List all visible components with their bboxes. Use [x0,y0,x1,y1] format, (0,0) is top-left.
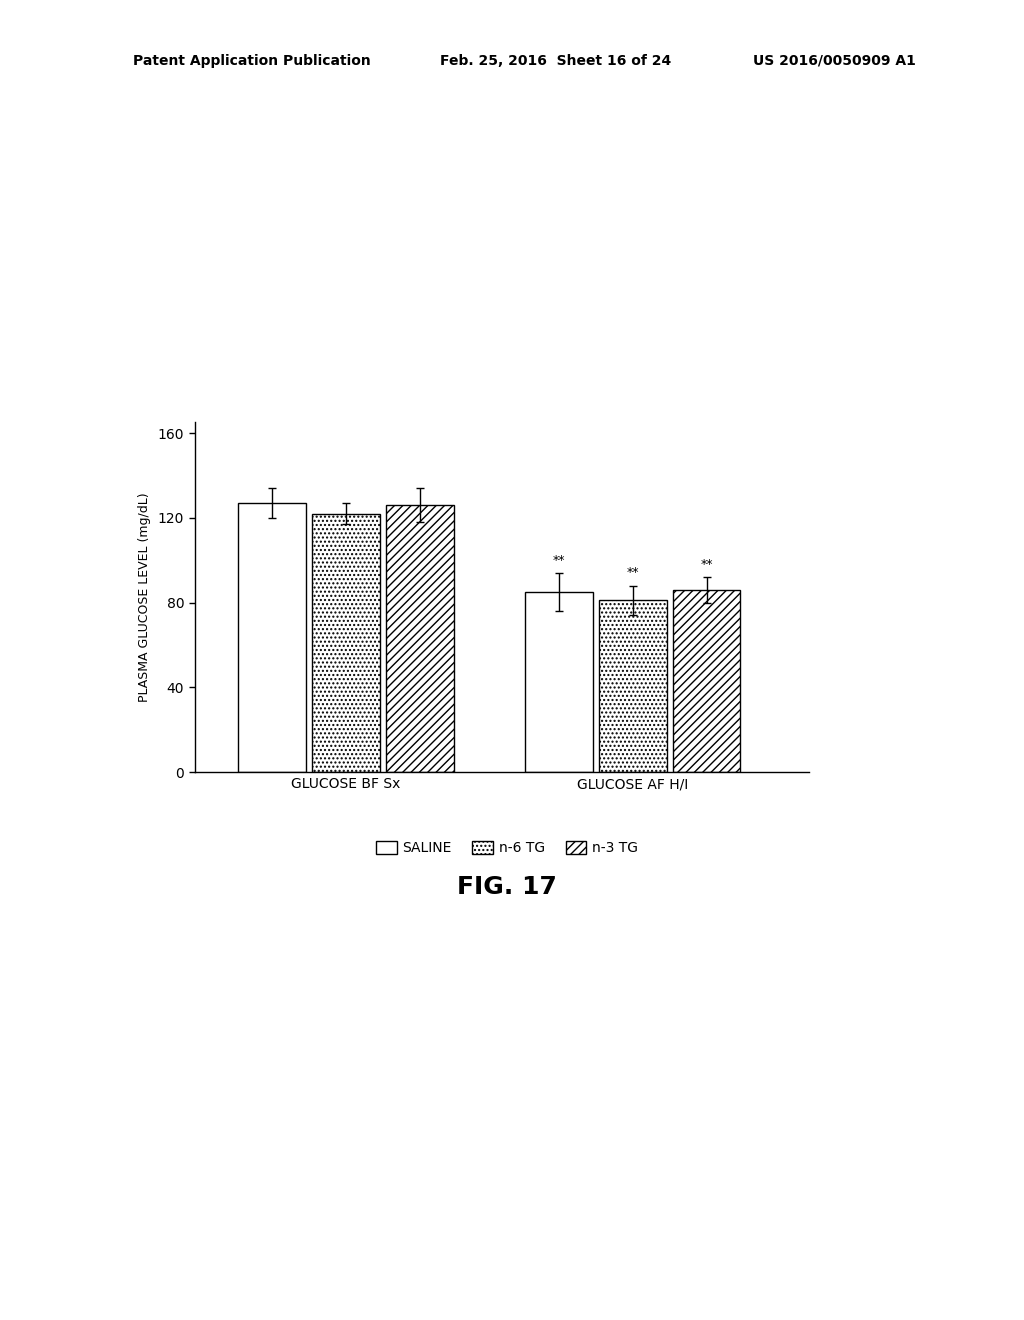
Text: FIG. 17: FIG. 17 [457,875,557,899]
Bar [239,503,306,772]
Text: **: ** [627,566,639,579]
Bar [386,506,454,772]
Bar [525,591,593,772]
Text: Feb. 25, 2016  Sheet 16 of 24: Feb. 25, 2016 Sheet 16 of 24 [440,54,672,67]
Text: Patent Application Publication: Patent Application Publication [133,54,371,67]
Text: **: ** [553,553,565,566]
Text: **: ** [700,558,713,570]
Y-axis label: PLASMA GLUCOSE LEVEL (mg/dL): PLASMA GLUCOSE LEVEL (mg/dL) [137,492,151,702]
Text: US 2016/0050909 A1: US 2016/0050909 A1 [753,54,915,67]
Bar [599,601,667,772]
Bar [673,590,740,772]
Legend: SALINE, n-6 TG, n-3 TG: SALINE, n-6 TG, n-3 TG [370,836,644,861]
Bar [312,513,380,772]
